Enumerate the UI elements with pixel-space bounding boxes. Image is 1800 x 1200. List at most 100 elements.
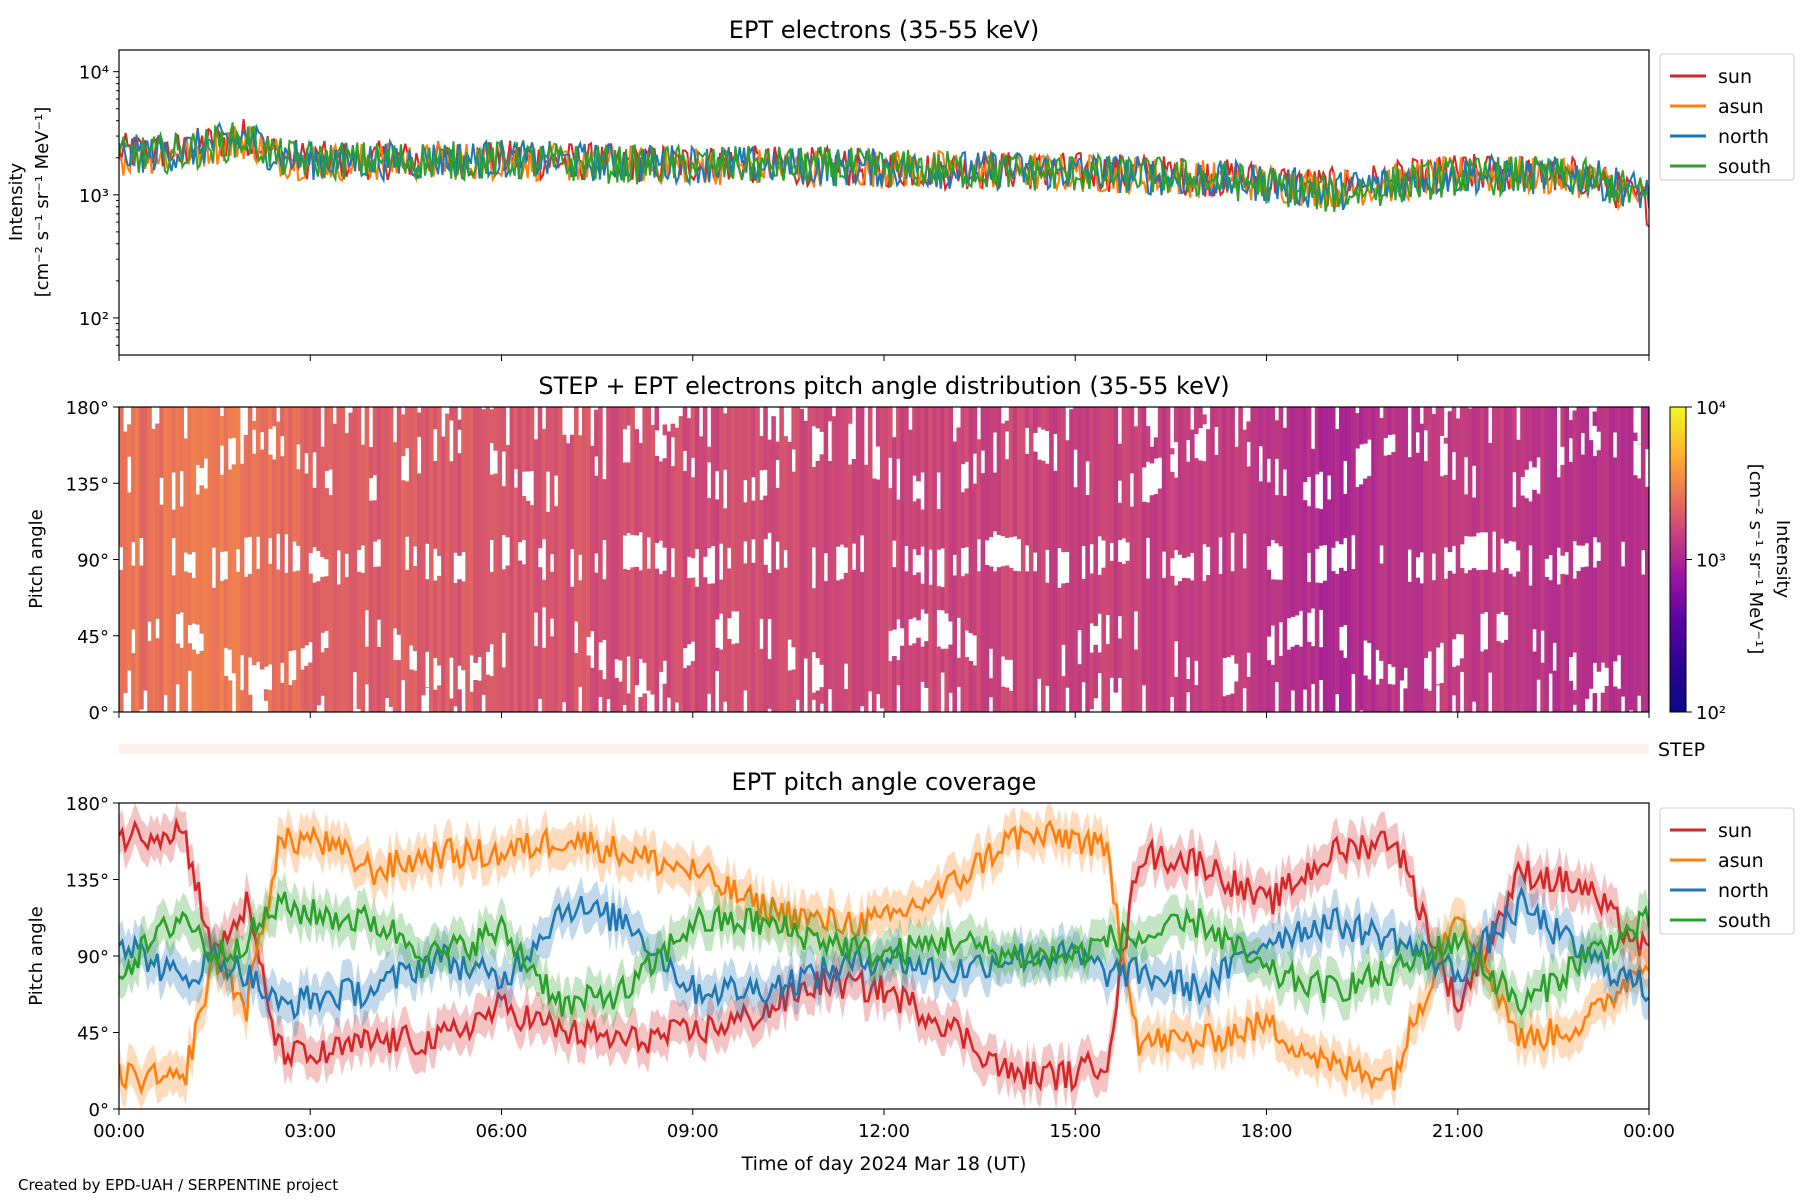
heatmap-cell [598,670,603,697]
heatmap-cell [1371,407,1376,712]
heatmap-cell [473,407,478,663]
heatmap-cell [171,407,176,473]
heatmap-cell [1431,414,1437,554]
heatmap-cell [457,453,462,556]
heatmap-cell [143,407,148,691]
heatmap-cell [1278,407,1284,547]
heatmap-cell [823,581,829,712]
heatmap-cell [1137,407,1143,712]
heatmap-cell [1516,571,1521,712]
heatmap-cell [497,407,503,712]
heatmap-cell [219,416,225,446]
heatmap-cell [751,500,756,540]
heatmap-cell [618,407,623,661]
heatmap-cell [892,656,897,712]
legend-box [1659,807,1795,935]
legend-label-north: north [1718,126,1769,148]
panel1-legend: sun asun north south [1659,53,1795,181]
heatmap-cell [1427,407,1433,652]
panel2-ylabel: Pitch angle [26,509,47,608]
heatmap-cell [702,407,708,557]
heatmap-cell [404,570,410,712]
heatmap-cell [316,407,321,551]
heatmap-cell [187,643,192,671]
heatmap-cell [489,571,494,645]
heatmap-cell [743,563,748,691]
heatmap-cell [859,572,865,707]
heatmap-cell [682,470,688,649]
heatmap-cell [1355,413,1360,449]
heatmap-cell [517,560,523,712]
heatmap-cell [501,407,507,452]
heatmap-cell [646,407,651,538]
heatmap-cell [392,660,398,712]
heatmap-cell [1387,407,1392,435]
heatmap-cell [1330,571,1336,712]
heatmap-cell [1528,407,1533,462]
heatmap-cell [1375,407,1380,650]
heatmap-cell [541,428,547,540]
panel4-xlabel: Time of day 2024 Mar 18 (UT) [741,1153,1027,1175]
heatmap-cell [731,407,736,612]
heatmap-cell [1504,639,1509,712]
heatmap-cell [1117,562,1123,617]
heatmap-cell [1101,407,1106,541]
heatmap-cell [638,443,643,533]
heatmap-cell [586,655,591,712]
xtick-label: 09:00 [667,1121,719,1142]
heatmap-cell [1004,565,1010,660]
heatmap-cell [525,500,531,712]
heatmap-cell [565,443,571,712]
colorbar-tick-label: 10⁴ [1696,398,1726,419]
series-line-south [119,891,1649,1017]
heatmap-cell [622,407,627,430]
ytick-label: 0° [89,703,109,724]
ytick-label: 10² [79,309,109,330]
panel2-heatmap [119,407,1649,712]
heatmap-cell [851,569,857,712]
heatmap-cell [433,689,438,712]
heatmap-cell [1492,407,1497,532]
ytick-label: 180° [66,794,109,815]
heatmap-cell [706,583,712,694]
ytick-label: 135° [66,474,109,495]
heatmap-cell [553,506,559,712]
heatmap-cell [259,407,265,433]
heatmap-cell [1000,566,1006,657]
heatmap-cell [461,407,466,553]
heatmap-cell [416,412,422,437]
heatmap-cell [1037,407,1042,428]
heatmap-cell [280,456,285,663]
heatmap-cell [630,567,635,712]
heatmap-cell [1508,407,1513,542]
heatmap-cell [489,409,494,443]
heatmap-cell [815,690,821,712]
heatmap-cell [1379,678,1384,712]
heatmap-cell [638,697,643,712]
heatmap-cell [1282,427,1288,470]
heatmap-cell [1190,580,1195,712]
heatmap-cell [223,676,229,712]
heatmap-cell [284,407,289,535]
heatmap-cell [1479,651,1485,712]
heatmap-cell [449,698,454,712]
heatmap-cell [521,407,527,472]
ytick-label: 45° [77,1024,109,1045]
heatmap-cell [1596,450,1602,543]
heatmap-cell [1157,488,1163,712]
heatmap-cell [996,407,1002,535]
heatmap-cell [489,474,494,540]
heatmap-cell [1560,407,1565,447]
heatmap-cell [574,652,579,712]
heatmap-cell [247,694,253,712]
heatmap-cell [606,407,611,700]
heatmap-cell [1262,407,1268,712]
heatmap-cell [1169,448,1175,455]
heatmap-cell [1415,577,1421,712]
heatmap-cell [916,572,921,621]
heatmap-cell [686,418,692,557]
ytick-label: 135° [66,871,109,892]
panel4-yticks: 0° 45° 90° 135° 180° [66,794,119,1121]
heatmap-cell [175,643,180,685]
panel2-title: STEP + EPT electrons pitch angle distrib… [538,372,1229,400]
